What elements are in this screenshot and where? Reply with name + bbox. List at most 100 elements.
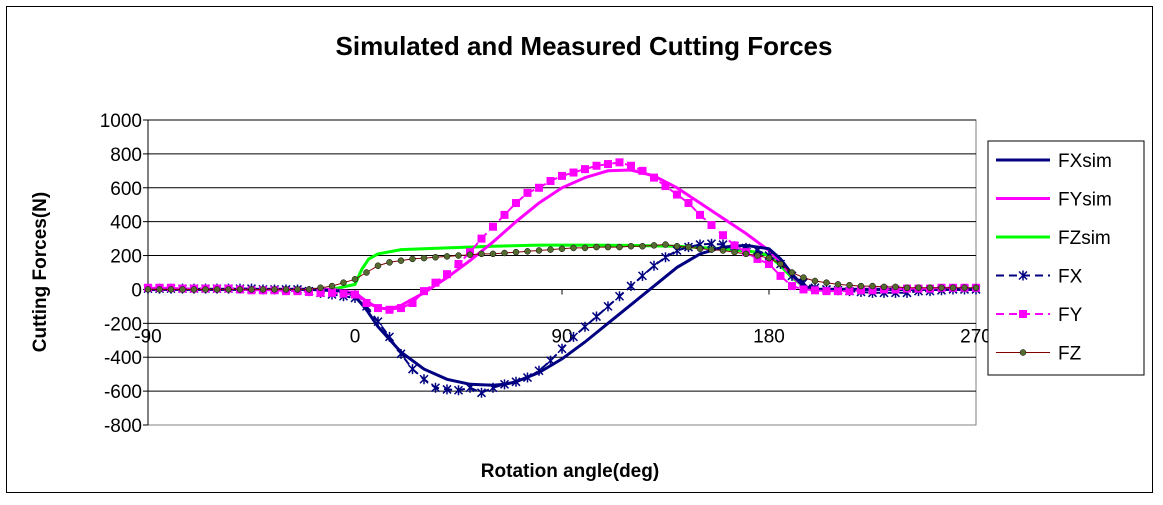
data-point	[938, 284, 945, 291]
data-point	[499, 379, 510, 390]
y-tick-label: -600	[104, 382, 142, 403]
data-point	[248, 286, 255, 293]
data-point	[545, 355, 556, 366]
data-point	[363, 269, 370, 276]
y-axis-title: Cutting Forces(N)	[30, 192, 51, 352]
y-tick-label: 800	[110, 145, 142, 166]
data-point	[396, 348, 406, 359]
data-point	[765, 254, 773, 262]
y-axis-ticks: 1000 800 600 400 200 0 -200 -400 -600 -800	[100, 111, 148, 437]
data-point	[811, 277, 819, 285]
data-point	[385, 305, 394, 314]
data-point	[409, 255, 416, 263]
series-FY	[144, 158, 980, 314]
data-point	[316, 288, 325, 297]
legend-item: FY	[996, 305, 1083, 326]
data-point	[731, 248, 738, 256]
data-point	[340, 279, 347, 286]
data-point	[593, 243, 600, 251]
legend-label: FZ	[1058, 344, 1082, 365]
data-point	[673, 190, 681, 199]
data-point	[512, 248, 520, 256]
data-point	[259, 286, 267, 293]
x-tick-label: 90	[551, 326, 572, 347]
data-point	[455, 252, 462, 259]
y-tick-label: 0	[131, 280, 142, 301]
data-point	[650, 242, 658, 249]
data-point	[649, 260, 659, 271]
data-point	[926, 284, 934, 291]
data-point	[179, 286, 186, 293]
data-point	[431, 278, 440, 287]
data-point	[868, 286, 877, 295]
data-point	[328, 288, 336, 297]
data-point	[811, 286, 819, 295]
data-point	[432, 254, 439, 261]
data-point	[271, 286, 278, 293]
data-point	[569, 168, 578, 177]
data-point	[305, 286, 313, 293]
y-tick-label: -800	[104, 416, 142, 437]
legend-item: FYsim	[996, 190, 1112, 211]
data-point	[294, 286, 301, 293]
data-point	[351, 290, 359, 299]
data-point	[362, 299, 371, 307]
data-point	[662, 241, 669, 248]
legend-label: FYsim	[1058, 190, 1112, 211]
data-point	[236, 286, 244, 293]
data-point	[650, 173, 658, 182]
data-point	[719, 231, 727, 240]
data-point	[637, 270, 648, 281]
data-point	[419, 374, 429, 385]
data-point	[351, 276, 359, 283]
data-point	[511, 376, 521, 387]
series-layer	[143, 158, 981, 398]
data-point	[903, 284, 911, 291]
legend-item: FX	[996, 267, 1083, 288]
data-point	[225, 286, 232, 293]
data-point	[144, 286, 152, 293]
data-point	[846, 281, 853, 289]
data-point	[616, 243, 623, 251]
data-point	[857, 286, 865, 295]
data-point	[834, 287, 842, 296]
data-point	[443, 270, 451, 279]
data-point	[546, 177, 555, 185]
data-point	[661, 182, 670, 191]
data-point	[156, 286, 163, 293]
data-point	[580, 321, 590, 332]
data-point	[823, 279, 830, 286]
data-point	[523, 188, 532, 197]
data-point	[477, 234, 486, 243]
data-point	[949, 284, 957, 291]
data-point	[384, 331, 395, 342]
data-point	[466, 251, 474, 258]
data-point	[500, 210, 509, 219]
data-point	[501, 249, 508, 257]
data-point	[535, 247, 543, 254]
data-point	[374, 262, 382, 269]
data-point	[708, 246, 715, 253]
data-point	[190, 286, 198, 293]
data-point	[339, 289, 348, 298]
legend-item: FZ	[996, 344, 1082, 365]
data-point	[591, 311, 602, 322]
data-point	[892, 283, 899, 291]
data-point	[454, 260, 463, 269]
x-tick-label: 270	[960, 326, 992, 347]
data-point	[627, 242, 635, 250]
data-point	[627, 161, 635, 170]
legend-box	[987, 140, 1145, 376]
data-point	[534, 365, 544, 376]
data-point	[685, 243, 692, 251]
x-axis-title: Rotation angle(deg)	[481, 461, 659, 482]
data-point	[581, 165, 589, 174]
data-point	[535, 183, 543, 192]
legend-label: FZsim	[1058, 228, 1111, 249]
data-point	[581, 244, 589, 252]
x-tick-label: -90	[134, 326, 161, 347]
data-point	[799, 285, 808, 294]
data-point	[626, 281, 636, 292]
data-point	[522, 372, 533, 383]
